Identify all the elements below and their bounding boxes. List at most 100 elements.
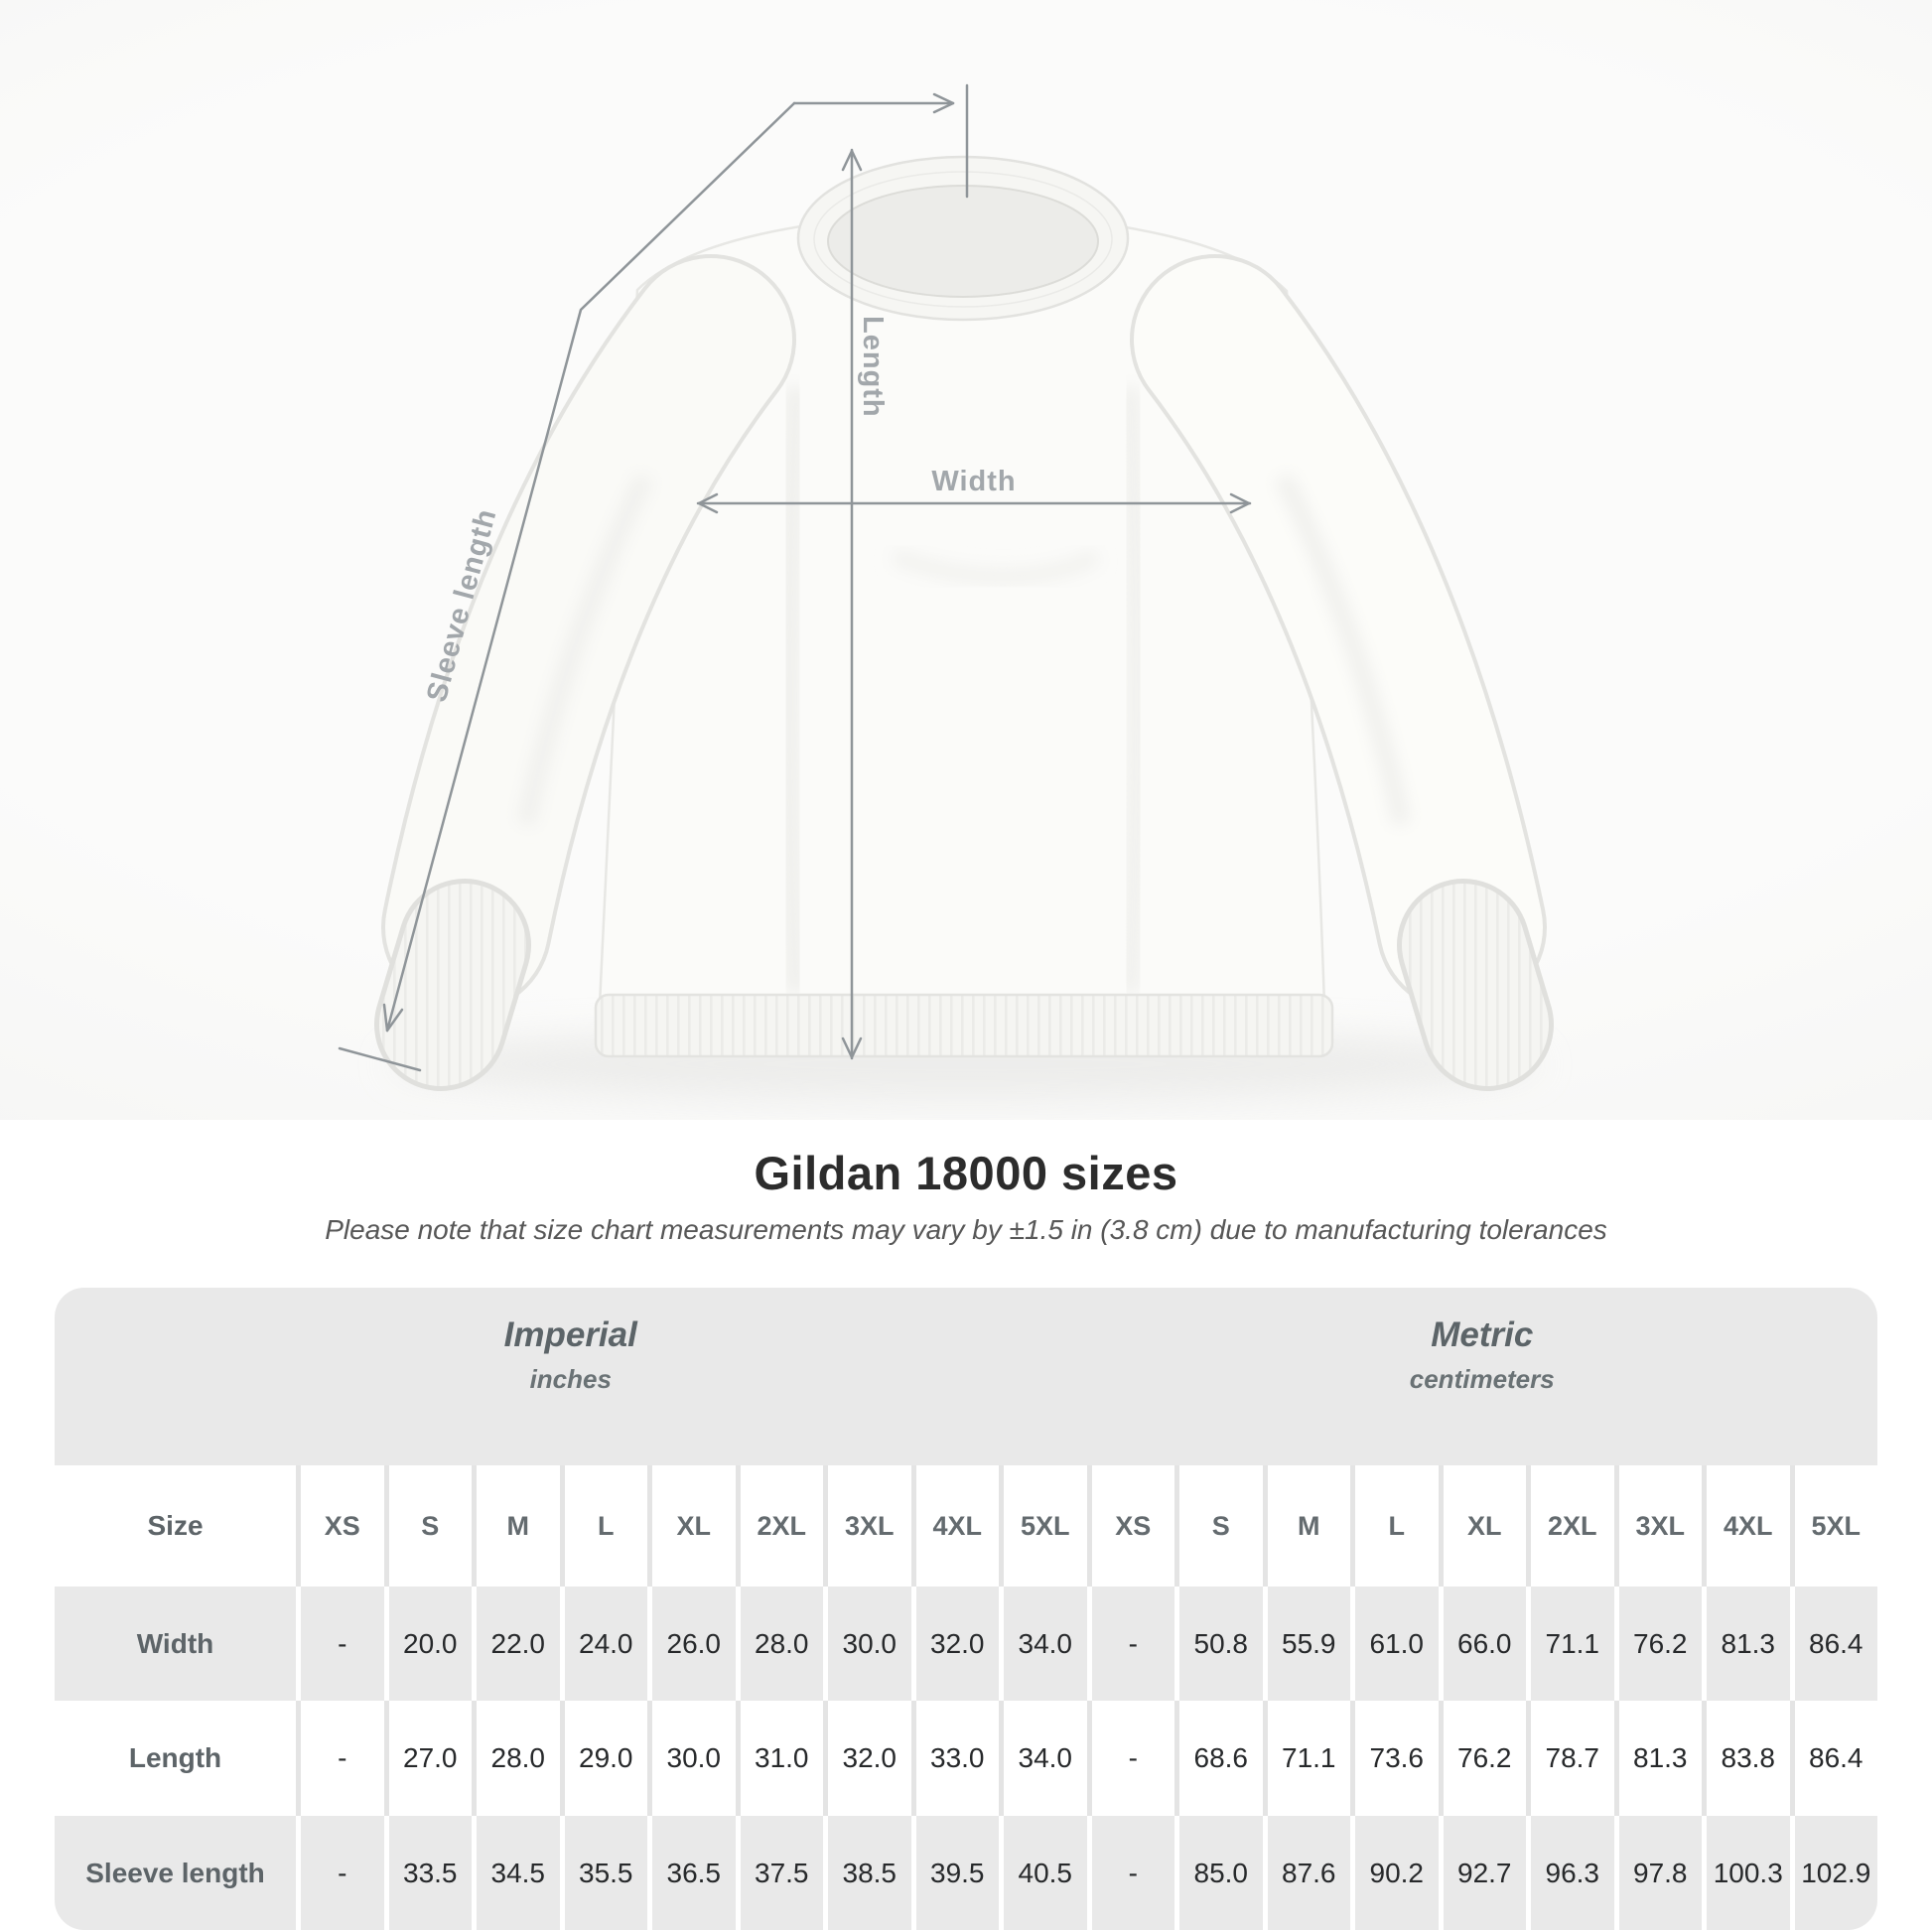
imperial-label: Imperial [503,1315,637,1354]
size-col-header: 2XL [735,1465,824,1587]
value-cell: 32.0 [910,1587,1000,1701]
value-cell: 83.8 [1702,1701,1790,1816]
value-cell: 33.0 [910,1701,1000,1816]
value-cell: 34.0 [999,1587,1087,1701]
value-cell: 71.1 [1262,1701,1351,1816]
row-label: Size [147,1510,204,1541]
size-col-header: S [383,1465,473,1587]
size-col-header: XS [1086,1465,1175,1587]
value-cell: 55.9 [1262,1587,1351,1701]
size-col-header: 5XL [999,1465,1087,1587]
size-table-body: Size XS S M L XL 2XL 3XL 4XL 5XL XS S M L XL 2XL 3XL 4XL 5… [55,1465,1877,1930]
value-cell: 29.0 [559,1701,648,1816]
arrowhead-down-icon [841,1036,863,1059]
value-cell: 81.3 [1702,1587,1790,1701]
value-cell: 86.4 [1789,1701,1878,1816]
size-col-header: XL [647,1465,736,1587]
size-col-header: XS [296,1465,384,1587]
sweatshirt-diagram: Length Width Sleeve length [338,83,1554,1100]
value-cell: 87.6 [1262,1816,1351,1930]
value-cell: 68.6 [1174,1701,1263,1816]
imperial-group-header: Imperial inches [55,1288,1087,1465]
value-cell: - [1086,1701,1175,1816]
value-cell: 30.0 [823,1587,911,1701]
sweatshirt-illustration [374,155,1554,1100]
value-cell: 97.8 [1613,1816,1703,1930]
metric-label: Metric [1431,1315,1534,1354]
value-cell: 26.0 [647,1587,736,1701]
tolerance-note: Please note that size chart measurements… [325,1214,1607,1245]
value-cell: 32.0 [823,1701,911,1816]
table-row: Width -20.0 22.0 24.0 26.0 28.0 30.0 32.0 34.0-5… [55,1587,1877,1701]
size-col-header: 4XL [1702,1465,1790,1587]
page-title: Gildan 18000 sizes [754,1147,1178,1199]
table-row: Sleeve length -33.5 34.5 35.5 36.5 37.5 38.5 39… [55,1816,1877,1930]
value-cell: 31.0 [735,1701,824,1816]
size-col-header: M [1262,1465,1351,1587]
value-cell: 34.0 [999,1701,1087,1816]
size-col-header: 3XL [823,1465,911,1587]
size-col-header: 2XL [1526,1465,1614,1587]
size-col-header: 5XL [1789,1465,1878,1587]
value-cell: 39.5 [910,1816,1000,1930]
value-cell: - [1086,1587,1175,1701]
value-cell: 61.0 [1350,1587,1439,1701]
value-cell: 22.0 [472,1587,560,1701]
unit-group-row: Imperial inches Metric centimeters [55,1288,1877,1465]
row-label: Width [136,1627,214,1659]
value-cell: 90.2 [1350,1816,1439,1930]
size-col-header: L [1350,1465,1439,1587]
size-col-header: 3XL [1613,1465,1703,1587]
value-cell: 102.9 [1789,1816,1878,1930]
value-cell: 81.3 [1613,1701,1703,1816]
table-row: Length -27.0 28.0 29.0 30.0 31.0 32.0 33.0 34.0-… [55,1701,1877,1816]
value-cell: 38.5 [823,1816,911,1930]
size-table: Imperial inches Metric centimeters Size X… [55,1288,1877,1930]
arrowhead-left-icon [697,492,719,514]
value-cell: 27.0 [383,1701,473,1816]
value-cell: 37.5 [735,1816,824,1930]
value-cell: - [1086,1816,1175,1930]
value-cell: 85.0 [1174,1816,1263,1930]
value-cell: 24.0 [559,1587,648,1701]
imperial-unit: inches [529,1364,612,1394]
value-cell: 28.0 [735,1587,824,1701]
value-cell: 34.5 [472,1816,560,1930]
value-cell: 76.2 [1438,1701,1527,1816]
value-cell: 40.5 [999,1816,1087,1930]
value-cell: 96.3 [1526,1816,1614,1930]
value-cell: 86.4 [1789,1587,1878,1701]
value-cell: 36.5 [647,1816,736,1930]
value-cell: - [296,1587,384,1701]
value-cell: 35.5 [559,1816,648,1930]
row-label: Sleeve length [85,1857,265,1888]
value-cell: 50.8 [1174,1587,1263,1701]
width-label: Width [931,466,1016,497]
value-cell: 30.0 [647,1701,736,1816]
size-table-panel: Imperial inches Metric centimeters Size X… [55,1288,1877,1930]
metric-unit: centimeters [1409,1364,1555,1394]
size-col-header: 4XL [910,1465,1000,1587]
value-cell: 78.7 [1526,1701,1614,1816]
row-label: Length [128,1742,222,1773]
value-cell: 28.0 [472,1701,560,1816]
value-cell: 66.0 [1438,1587,1527,1701]
size-col-header: L [559,1465,648,1587]
value-cell: 73.6 [1350,1701,1439,1816]
value-cell: - [296,1816,384,1930]
value-cell: 20.0 [383,1587,473,1701]
value-cell: 92.7 [1438,1816,1527,1930]
size-col-header: XL [1438,1465,1527,1587]
size-col-header: M [472,1465,560,1587]
metric-group-header: Metric centimeters [1086,1288,1877,1465]
length-label: Length [857,316,889,418]
cuff-end-tick [338,1046,422,1072]
value-cell: 100.3 [1702,1816,1790,1930]
arrowhead-right2-icon [1229,492,1251,514]
value-cell: 33.5 [383,1816,473,1930]
product-photo: Length Width Sleeve length [0,0,1932,1120]
arrowhead-right-icon [932,92,955,114]
arrowhead-up-icon [841,149,863,172]
value-cell: - [296,1701,384,1816]
value-cell: 76.2 [1613,1587,1703,1701]
